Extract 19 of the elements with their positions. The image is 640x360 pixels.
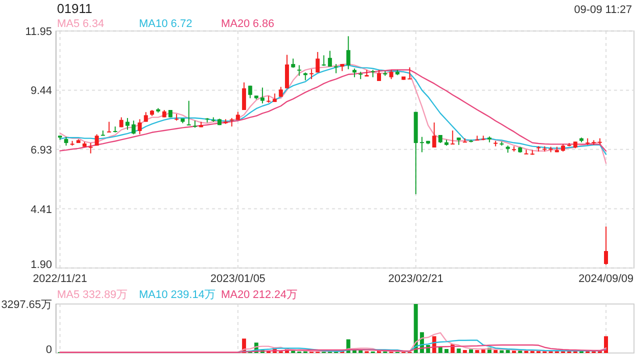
y-tick-label: 6.93 bbox=[30, 144, 52, 156]
y-tick-label: 9.44 bbox=[30, 85, 52, 98]
x-tick-label: 2023/02/21 bbox=[388, 273, 444, 285]
y-tick-label: 11.95 bbox=[25, 26, 52, 38]
text: MA5 6.34 bbox=[57, 18, 104, 30]
text: MA10 239.14万 bbox=[139, 289, 216, 301]
x-tick-label: 2023/01/05 bbox=[210, 273, 266, 285]
x-tick-label: 2022/11/21 bbox=[32, 273, 88, 285]
text: MA10 6.72 bbox=[139, 18, 192, 30]
text: MA20 6.86 bbox=[221, 18, 274, 30]
text: MA20 212.24万 bbox=[221, 289, 298, 301]
chart-title: 01911 bbox=[57, 1, 92, 16]
y-tick-label: 0 bbox=[46, 344, 52, 356]
y-tick-label: 4.41 bbox=[30, 204, 52, 216]
x-tick-label: 2024/09/09 bbox=[578, 273, 634, 285]
y-tick-label: 3297.65万 bbox=[1, 299, 52, 311]
text: MA5 332.89万 bbox=[57, 289, 128, 301]
y-tick-label: 1.90 bbox=[30, 259, 52, 271]
text: 09-09 11:27 bbox=[574, 4, 632, 16]
